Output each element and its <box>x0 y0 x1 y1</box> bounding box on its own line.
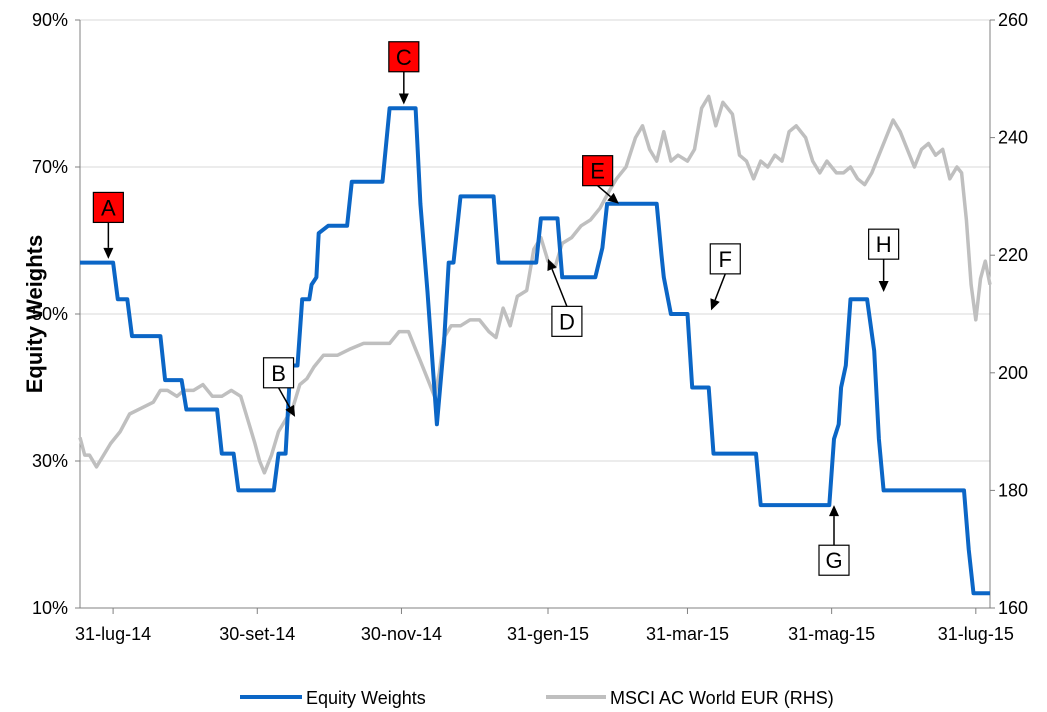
right-tick-label: 220 <box>998 245 1028 265</box>
annotation-box <box>388 41 420 73</box>
annotation-d: D <box>547 258 583 337</box>
x-tick-label: 30-set-14 <box>219 624 295 644</box>
legend-label-msci: MSCI AC World EUR (RHS) <box>610 688 834 708</box>
annotation-box <box>262 357 295 389</box>
x-tick-label: 31-lug-15 <box>938 624 1014 644</box>
x-tick-label: 31-gen-15 <box>507 624 589 644</box>
annotation-label: B <box>271 361 286 386</box>
right-tick-label: 180 <box>998 480 1028 500</box>
series-layer <box>78 94 992 596</box>
annotation-b: B <box>262 357 296 417</box>
annotation-arrow-head <box>398 93 409 105</box>
annotation-box <box>551 305 583 337</box>
annotation-h: H <box>868 228 900 292</box>
legend-item-msci: MSCI AC World EUR (RHS) <box>546 688 834 708</box>
right-tick-labels: 160 180 200 220 240 260 <box>990 10 1028 618</box>
annotation-label: A <box>101 195 116 220</box>
annotation-arrow-head <box>878 280 889 292</box>
left-tick-label: 30% <box>32 451 68 471</box>
annotation-arrow-shaft <box>714 273 726 301</box>
y-axis-label: Equity Weights <box>22 235 47 394</box>
right-tick-label: 160 <box>998 598 1028 618</box>
annotation-label: G <box>825 548 842 573</box>
annotation-label: D <box>559 309 575 334</box>
series-line-msci <box>78 94 992 475</box>
annotation-g: G <box>818 505 850 576</box>
x-tick-label: 31-mag-15 <box>788 624 875 644</box>
annotation-box <box>818 544 850 576</box>
annotation-f: F <box>709 243 741 311</box>
x-tick-label: 31-lug-14 <box>75 624 151 644</box>
annotation-box <box>868 228 900 260</box>
annotation-label: C <box>396 45 412 70</box>
annotation-a: A <box>92 191 124 259</box>
annotation-box <box>582 155 614 187</box>
grid-lines <box>80 19 990 609</box>
x-tick-label: 30-nov-14 <box>361 624 442 644</box>
annotation-arrow-head <box>710 298 720 311</box>
annotation-label: E <box>590 159 605 184</box>
annotation-e: E <box>582 155 619 204</box>
legend: Equity Weights MSCI AC World EUR (RHS) <box>240 688 834 708</box>
annotation-arrow-head <box>547 258 557 271</box>
annotation-arrow-shaft <box>551 268 568 307</box>
annotation-arrow-head <box>103 247 114 259</box>
annotation-arrow-shaft <box>277 387 291 408</box>
series-line-equity-weights <box>80 106 990 596</box>
annotation-label: H <box>876 232 892 257</box>
right-tick-label: 260 <box>998 10 1028 30</box>
annotation-arrow-shaft <box>597 185 612 198</box>
annotations: A B C D E F G H <box>92 41 900 576</box>
left-tick-labels: 10% 30% 50% 70% 90% <box>32 10 80 618</box>
annotation-label: F <box>719 247 732 272</box>
left-tick-label: 50% <box>32 304 68 324</box>
x-tick-label: 31-mar-15 <box>646 624 729 644</box>
legend-item-equity-weights: Equity Weights <box>240 688 426 708</box>
left-tick-label: 70% <box>32 157 68 177</box>
left-tick-label: 90% <box>32 10 68 30</box>
right-tick-label: 240 <box>998 128 1028 148</box>
x-tick-labels: 31-lug-14 30-set-14 30-nov-14 31-gen-15 31-m… <box>75 608 1014 644</box>
annotation-arrow-head <box>829 505 839 517</box>
right-tick-label: 200 <box>998 363 1028 383</box>
legend-label-equity: Equity Weights <box>306 688 426 708</box>
left-tick-label: 10% <box>32 598 68 618</box>
annotation-c: C <box>388 41 420 105</box>
annotation-box <box>709 243 741 275</box>
annotation-box <box>92 191 124 224</box>
annotation-arrow-head <box>607 192 619 204</box>
annotation-arrow-head <box>285 404 296 417</box>
